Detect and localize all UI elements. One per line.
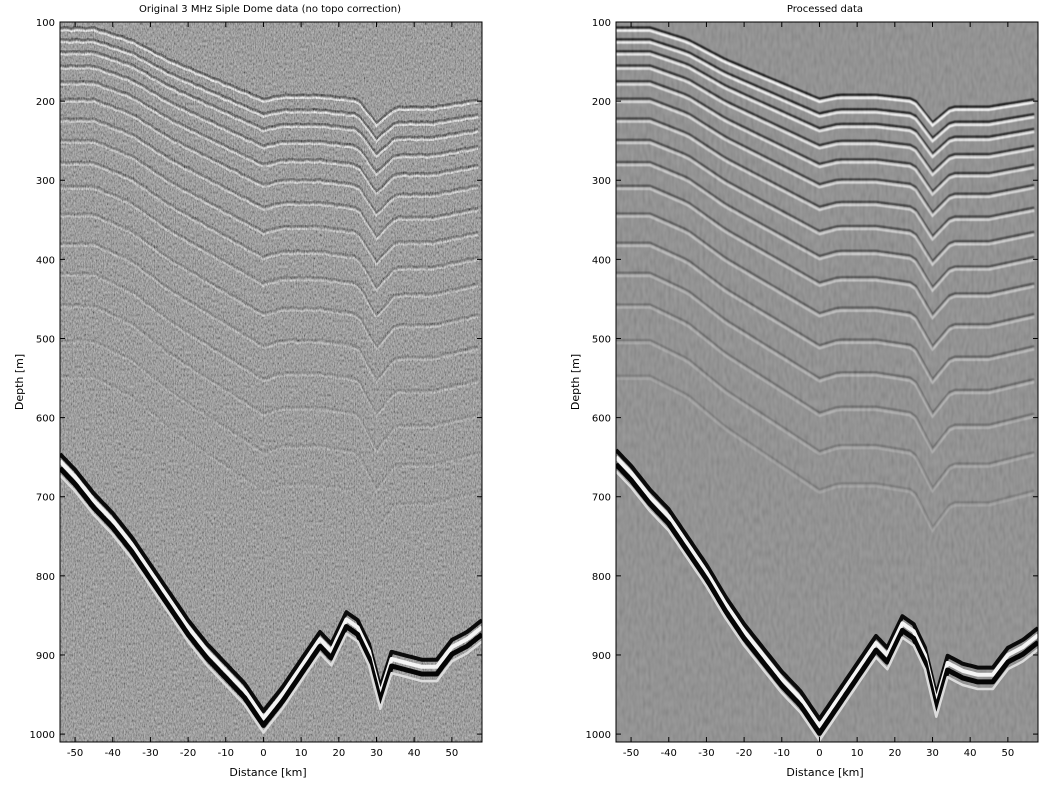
y-tick-label: 100	[36, 18, 55, 29]
x-tick-label: 10	[295, 748, 308, 759]
x-tick-label: 30	[926, 748, 939, 759]
x-tick-label: 40	[964, 748, 977, 759]
x-axis-label: Distance [km]	[229, 766, 306, 779]
bed-reflector	[616, 448, 1038, 742]
chart-title: Original 3 MHz Siple Dome data (no topo …	[139, 4, 401, 15]
x-tick-label: -10	[218, 748, 234, 759]
x-tick-label: -40	[105, 748, 121, 759]
y-tick-label: 900	[36, 651, 55, 662]
x-tick-label: -50	[67, 748, 83, 759]
x-tick-label: -20	[180, 748, 196, 759]
plot-frame	[615, 21, 1039, 743]
x-axis-label: Distance [km]	[786, 766, 863, 779]
speckle-noise	[616, 22, 1038, 742]
x-tick-label: -10	[774, 748, 790, 759]
x-tick-label: 10	[851, 748, 864, 759]
x-tick-label: 0	[816, 748, 822, 759]
bed-reflector-band	[60, 459, 482, 721]
chart-panel-processed: Processed data -50 -40 -30 -20 -10 0 10 20 30 40 5…	[569, 4, 1039, 779]
x-tick-label: 20	[888, 748, 901, 759]
x-tick-label: 20	[332, 748, 345, 759]
x-tick-label: -50	[623, 748, 639, 759]
y-tick-label: 800	[36, 572, 55, 583]
bed-reflector-band	[616, 455, 1038, 729]
chart-panel-original: Original 3 MHz Siple Dome data (no topo …	[13, 4, 483, 779]
y-axis-ticks: 100 200 300 400 500 600 700 800 900 1000	[30, 18, 482, 741]
y-tick-label: 500	[592, 334, 611, 345]
y-tick-label: 400	[36, 255, 55, 266]
bed-reflector-band	[616, 448, 1038, 722]
bed-reflector-band	[616, 470, 1038, 742]
y-tick-label: 400	[592, 255, 611, 266]
bed-reflector-band	[60, 466, 482, 728]
x-tick-label: -20	[736, 748, 752, 759]
x-axis-ticks: -50 -40 -30 -20 -10 0 10 20 30 40 50	[623, 22, 1014, 759]
y-tick-label: 200	[36, 97, 55, 108]
bed-reflector	[60, 452, 482, 734]
x-tick-label: -30	[698, 748, 714, 759]
y-tick-label: 100	[592, 18, 611, 29]
y-tick-label: 200	[592, 97, 611, 108]
x-tick-label: 30	[370, 748, 383, 759]
y-tick-label: 700	[36, 493, 55, 504]
y-tick-label: 1000	[586, 730, 611, 741]
y-tick-label: 600	[592, 414, 611, 425]
x-tick-label: 50	[445, 748, 458, 759]
chart-title: Processed data	[787, 4, 863, 15]
y-tick-label: 700	[592, 493, 611, 504]
x-tick-label: 0	[260, 748, 266, 759]
x-tick-label: -40	[661, 748, 677, 759]
x-axis-ticks: -50 -40 -30 -20 -10 0 10 20 30 40 50	[67, 22, 458, 759]
bed-reflector-band	[60, 474, 482, 734]
speckle-noise	[60, 22, 482, 742]
x-tick-label: 40	[408, 748, 421, 759]
y-tick-label: 900	[592, 651, 611, 662]
y-tick-label: 300	[36, 176, 55, 187]
y-tick-label: 800	[592, 572, 611, 583]
x-tick-label: 50	[1001, 748, 1014, 759]
y-tick-label: 1000	[30, 730, 55, 741]
y-axis-ticks: 100 200 300 400 500 600 700 800 900 1000	[586, 18, 1038, 741]
x-tick-label: -30	[142, 748, 158, 759]
bed-reflector-band	[60, 452, 482, 714]
bed-reflector-band	[616, 462, 1038, 736]
y-axis-label: Depth [m]	[13, 354, 26, 410]
y-tick-label: 300	[592, 176, 611, 187]
y-tick-label: 500	[36, 334, 55, 345]
plot-frame	[59, 21, 483, 743]
y-axis-label: Depth [m]	[569, 354, 582, 410]
y-tick-label: 600	[36, 414, 55, 425]
